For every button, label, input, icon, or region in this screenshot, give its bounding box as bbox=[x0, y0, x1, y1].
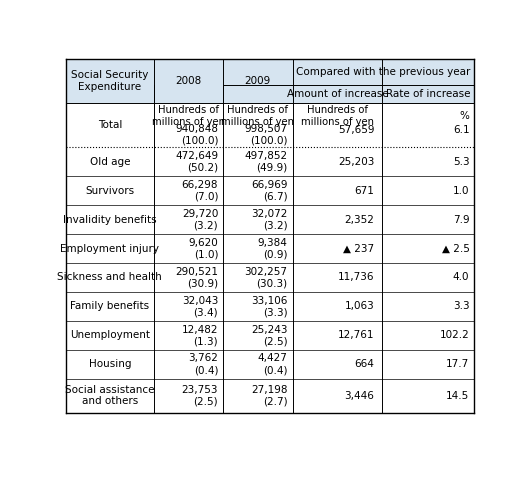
Text: 472,649
(50.2): 472,649 (50.2) bbox=[175, 151, 218, 172]
Text: 1.0: 1.0 bbox=[453, 185, 470, 196]
Text: Family benefits: Family benefits bbox=[70, 302, 149, 311]
Text: Old age: Old age bbox=[90, 157, 130, 167]
Text: 998,507
(100.0): 998,507 (100.0) bbox=[245, 124, 288, 145]
Text: Employment injury: Employment injury bbox=[60, 244, 159, 253]
Text: Hundreds of
millions of yen: Hundreds of millions of yen bbox=[301, 105, 374, 127]
Text: Unemployment: Unemployment bbox=[70, 330, 150, 340]
Text: ▲ 237: ▲ 237 bbox=[343, 244, 374, 253]
Text: 32,072
(3.2): 32,072 (3.2) bbox=[251, 209, 288, 230]
Text: 14.5: 14.5 bbox=[446, 390, 470, 401]
Text: Amount of increase: Amount of increase bbox=[287, 89, 388, 99]
Text: 290,521
(30.9): 290,521 (30.9) bbox=[175, 266, 218, 288]
Text: 497,852
(49.9): 497,852 (49.9) bbox=[245, 151, 288, 172]
Text: 66,298
(7.0): 66,298 (7.0) bbox=[182, 180, 218, 202]
Text: 1,063: 1,063 bbox=[345, 302, 374, 311]
Text: 12,761: 12,761 bbox=[338, 330, 374, 340]
Text: 23,753
(2.5): 23,753 (2.5) bbox=[182, 385, 218, 407]
Text: 27,198
(2.7): 27,198 (2.7) bbox=[251, 385, 288, 407]
Text: 2,352: 2,352 bbox=[344, 215, 374, 224]
Text: ▲ 2.5: ▲ 2.5 bbox=[442, 244, 470, 253]
Text: Hundreds of
millions of yen: Hundreds of millions of yen bbox=[152, 105, 225, 127]
Text: 2009: 2009 bbox=[245, 76, 271, 86]
Text: 102.2: 102.2 bbox=[440, 330, 470, 340]
Text: %: % bbox=[460, 111, 470, 121]
Text: Housing: Housing bbox=[89, 359, 131, 369]
Text: Sickness and health: Sickness and health bbox=[57, 272, 162, 283]
Text: 664: 664 bbox=[354, 359, 374, 369]
Text: 6.1: 6.1 bbox=[453, 125, 470, 135]
Text: 11,736: 11,736 bbox=[338, 272, 374, 283]
Text: 3,446: 3,446 bbox=[344, 390, 374, 401]
Text: 12,482
(1.3): 12,482 (1.3) bbox=[182, 325, 218, 346]
Text: 4,427
(0.4): 4,427 (0.4) bbox=[258, 353, 288, 375]
Text: Compared with the previous year: Compared with the previous year bbox=[296, 67, 471, 77]
Text: 940,848
(100.0): 940,848 (100.0) bbox=[175, 124, 218, 145]
Text: 302,257
(30.3): 302,257 (30.3) bbox=[245, 266, 288, 288]
Text: 29,720
(3.2): 29,720 (3.2) bbox=[182, 209, 218, 230]
Text: 33,106
(3.3): 33,106 (3.3) bbox=[251, 296, 288, 317]
Text: 671: 671 bbox=[354, 185, 374, 196]
Text: 4.0: 4.0 bbox=[453, 272, 470, 283]
Text: 2008: 2008 bbox=[175, 76, 201, 86]
Text: 3,762
(0.4): 3,762 (0.4) bbox=[188, 353, 218, 375]
Text: Survivors: Survivors bbox=[85, 185, 134, 196]
Text: Social assistance
and others: Social assistance and others bbox=[65, 385, 154, 407]
Text: 7.9: 7.9 bbox=[453, 215, 470, 224]
Text: 66,969
(6.7): 66,969 (6.7) bbox=[251, 180, 288, 202]
Bar bbox=[66, 103, 474, 412]
Text: 17.7: 17.7 bbox=[446, 359, 470, 369]
Text: 32,043
(3.4): 32,043 (3.4) bbox=[182, 296, 218, 317]
Text: Rate of increase: Rate of increase bbox=[386, 89, 471, 99]
Text: 3.3: 3.3 bbox=[453, 302, 470, 311]
Text: 25,243
(2.5): 25,243 (2.5) bbox=[251, 325, 288, 346]
Text: 9,384
(0.9): 9,384 (0.9) bbox=[258, 238, 288, 259]
Text: 25,203: 25,203 bbox=[338, 157, 374, 167]
Text: 5.3: 5.3 bbox=[453, 157, 470, 167]
Text: 57,659: 57,659 bbox=[338, 125, 374, 135]
Text: Total: Total bbox=[97, 120, 122, 130]
Bar bbox=[66, 59, 474, 103]
Text: Invalidity benefits: Invalidity benefits bbox=[63, 215, 157, 224]
Text: Social Security
Expenditure: Social Security Expenditure bbox=[71, 70, 149, 92]
Text: Hundreds of
millions of yen: Hundreds of millions of yen bbox=[221, 105, 295, 127]
Text: 9,620
(1.0): 9,620 (1.0) bbox=[189, 238, 218, 259]
